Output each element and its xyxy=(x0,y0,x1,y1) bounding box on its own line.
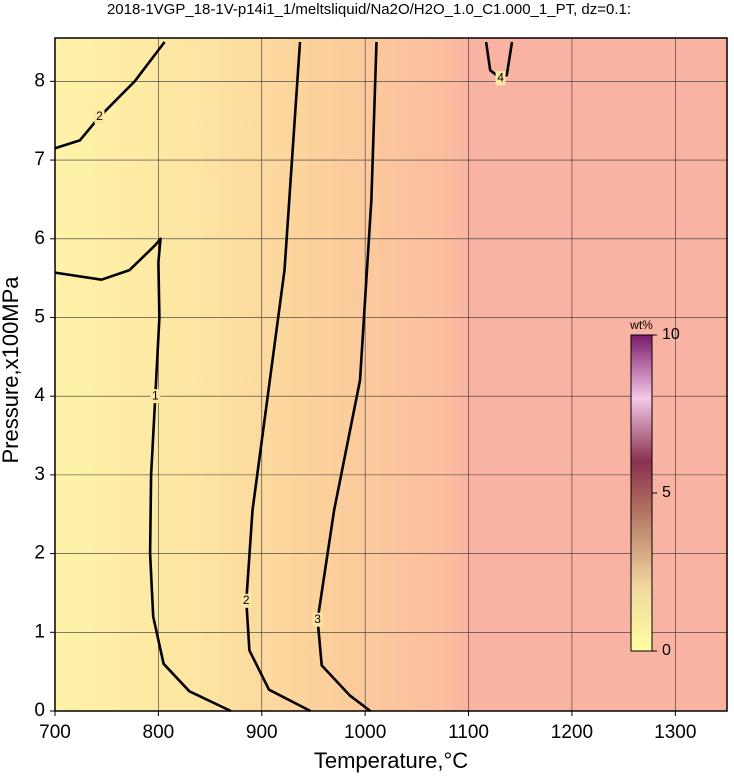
x-tick-label: 1100 xyxy=(448,722,489,743)
contour-line xyxy=(54,237,232,713)
plot-frame xyxy=(54,37,728,712)
y-tick-label: 4 xyxy=(34,385,45,406)
y-tick-label: 0 xyxy=(34,700,45,721)
y-tick-label: 1 xyxy=(34,621,45,642)
y-tick-label: 6 xyxy=(34,228,45,249)
x-tick-label: 700 xyxy=(39,722,71,743)
contour-label-bg xyxy=(150,389,161,404)
x-axis-label: Temperature,°C xyxy=(314,748,468,773)
x-tick-label: 1000 xyxy=(344,722,386,743)
contour-label-bg xyxy=(94,109,105,124)
contour-label: 4 xyxy=(497,70,504,84)
contour-label: 3 xyxy=(314,612,321,626)
contour-line xyxy=(316,41,378,713)
plot-background xyxy=(55,38,727,711)
x-tick-label: 1300 xyxy=(654,722,696,743)
colorbar-label: wt% xyxy=(629,318,653,332)
contour-label-bg xyxy=(241,593,252,608)
contour-label-bg xyxy=(312,612,323,627)
x-tick-label: 1200 xyxy=(551,722,593,743)
y-tick-label: 7 xyxy=(34,149,45,170)
colorbar-tick-label: 10 xyxy=(662,326,680,343)
chart-title: 2018-1VGP_18-1V-p14i1_1/meltsliquid/Na2O… xyxy=(107,1,631,18)
y-tick-label: 8 xyxy=(34,70,45,91)
x-tick-label: 800 xyxy=(143,722,175,743)
contour-label: 2 xyxy=(96,109,103,123)
y-axis-label: Pressure,x100MPa xyxy=(0,276,23,464)
contour-label: 1 xyxy=(152,388,159,402)
colorbar-tick-label: 0 xyxy=(662,642,671,659)
colorbar-tick-label: 5 xyxy=(662,484,671,501)
y-tick-label: 2 xyxy=(34,543,45,564)
contour-label: 2 xyxy=(243,593,250,607)
y-tick-label: 3 xyxy=(34,464,45,485)
y-tick-label: 5 xyxy=(34,306,45,327)
contour-label-bg xyxy=(495,71,506,86)
colorbar xyxy=(630,334,653,652)
x-tick-label: 900 xyxy=(246,722,278,743)
